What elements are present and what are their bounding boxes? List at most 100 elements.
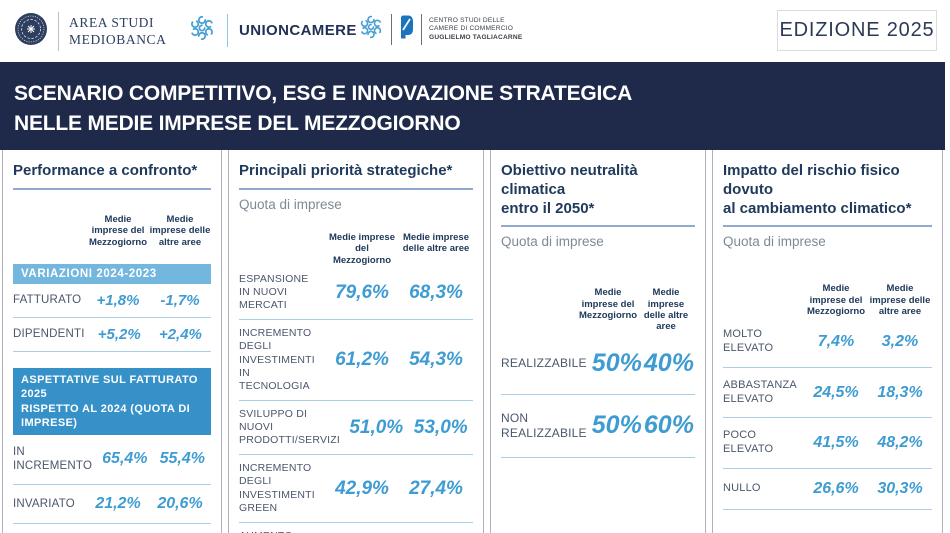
- variazioni-rows: FATTURATO +1,8% -1,7% DIPENDENTI +5,2% +…: [13, 284, 211, 352]
- panel-heading: Obiettivo neutralità climatica entro il …: [501, 162, 695, 218]
- unioncamere-logo: UNIONCAMERE: [188, 14, 357, 47]
- col-header-mezzogiorno: Medie imprese del Mezzogiorno: [806, 283, 866, 318]
- heading-line1: Impatto del rischio fisico dovuto: [723, 162, 900, 198]
- value-mezzogiorno: 41,5%: [813, 434, 859, 452]
- unioncamere-wordmark: UNIONCAMERE: [239, 22, 357, 39]
- table-row: SVILUPPO DI NUOVI PRODOTTI/SERVIZI 51,0%…: [239, 401, 473, 456]
- banner-line2: RISPETTO AL 2024 (QUOTA DI IMPRESE): [21, 402, 191, 429]
- row-label: ESPANSIONE IN NUOVI MERCATI: [239, 272, 309, 312]
- tagliacarne-wordmark: CENTRO STUDI DELLE CAMERE DI COMMERCIO G…: [429, 17, 522, 43]
- row-label: IN INCREMENTO: [13, 446, 93, 473]
- value-altre-aree: 40%: [643, 348, 694, 377]
- content-area: Performance a confronto* Medie imprese d…: [0, 150, 950, 533]
- heading-underline: [13, 187, 211, 190]
- column-headers: Medie imprese del Mezzogiorno Medie impr…: [501, 287, 695, 333]
- heading-line2: entro il 2050*: [501, 199, 595, 217]
- logo-divider: [421, 14, 422, 45]
- table-row: INCREMENTO DEGLI INVESTIMENTI GREEN 42,9…: [239, 455, 473, 523]
- value-mezzogiorno: 42,9%: [335, 477, 389, 499]
- banner-line1: ASPETTATIVE SUL FATTURATO 2025: [21, 373, 198, 401]
- value-altre-aree: 20,6%: [157, 494, 203, 512]
- tagliacarne-line2: CAMERE DI COMMERCIO: [429, 25, 514, 33]
- table-row: INCREMENTO DEGLI INVESTIMENTI IN TECNOLO…: [239, 320, 473, 401]
- table-row: MOLTO ELEVATO 7,4% 3,2%: [723, 317, 932, 368]
- table-row: FATTURATO +1,8% -1,7%: [13, 284, 211, 318]
- heading-underline: [723, 225, 932, 228]
- value-altre-aree: 30,3%: [877, 479, 923, 497]
- mediobanca-line1: AREA STUDI: [69, 14, 155, 30]
- title-band: SCENARIO COMPETITIVO, ESG E INNOVAZIONE …: [0, 62, 945, 150]
- value-mezzogiorno: +5,2%: [97, 325, 141, 343]
- col-header-mezzogiorno: Medie imprese del Mezzogiorno: [329, 231, 395, 266]
- value-mezzogiorno: 50%: [591, 411, 642, 440]
- logo-divider: [391, 14, 392, 45]
- mediobanca-emblem-icon: [14, 12, 48, 51]
- value-mezzogiorno: 50%: [591, 348, 642, 377]
- value-altre-aree: 60%: [643, 411, 694, 440]
- value-mezzogiorno: 51,0%: [349, 416, 404, 438]
- value-mezzogiorno: 61,2%: [335, 349, 389, 371]
- col-header-altre-aree: Medie imprese delle altre aree: [149, 213, 211, 248]
- value-altre-aree: 27,4%: [409, 477, 463, 499]
- row-label: NULLO: [723, 482, 761, 495]
- row-label: ABBASTANZA ELEVATO: [723, 378, 797, 405]
- value-mezzogiorno: 24,5%: [813, 383, 859, 401]
- row-label: SVILUPPO DI NUOVI PRODOTTI/SERVIZI: [239, 407, 341, 447]
- page-title-line1: SCENARIO COMPETITIVO, ESG E INNOVAZIONE …: [14, 82, 633, 105]
- value-altre-aree: 3,2%: [881, 333, 919, 351]
- panel-rischio: Impatto del rischio fisico dovuto al cam…: [712, 150, 943, 533]
- header: AREA STUDI MEDIOBANCA: [0, 0, 950, 62]
- mediobanca-line2: MEDIOBANCA: [69, 31, 167, 47]
- tagliacarne-logo: CENTRO STUDI DELLE CAMERE DI COMMERCIO G…: [358, 14, 522, 45]
- subtitle-quota: Quota di imprese: [723, 234, 826, 250]
- column-headers: Medie imprese del Mezzogiorno Medie impr…: [239, 232, 473, 266]
- table-row: REALIZZABILE 50% 40%: [501, 333, 695, 395]
- tagliacarne-line3: GUGLIELMO TAGLIACARNE: [429, 33, 523, 41]
- mediobanca-logo: AREA STUDI MEDIOBANCA: [14, 12, 167, 51]
- col-header-mezzogiorno: Medie imprese del Mezzogiorno: [579, 287, 638, 322]
- row-label: FATTURATO: [13, 294, 82, 307]
- value-mezzogiorno: +1,8%: [96, 291, 140, 309]
- aspettative-rows: IN INCREMENTO 65,4% 55,4% INVARIATO 21,2…: [13, 435, 211, 533]
- row-label: POCO ELEVATO: [723, 429, 774, 456]
- logo-divider: [227, 14, 228, 47]
- panel-heading: Performance a confronto*: [13, 162, 198, 179]
- heading-underline: [501, 225, 695, 228]
- value-mezzogiorno: 7,4%: [817, 333, 855, 351]
- table-row: NULLO 26,6% 30,3%: [723, 469, 932, 510]
- panel-performance: Performance a confronto* Medie imprese d…: [2, 150, 222, 533]
- table-row: ESPANSIONE IN NUOVI MERCATI 79,6% 68,3%: [239, 266, 473, 321]
- tagliacarne-mark-icon: [399, 14, 414, 45]
- value-altre-aree: +2,4%: [158, 325, 202, 343]
- tagliacarne-knot-icon: [358, 14, 384, 45]
- column-headers: Medie imprese del Mezzogiorno Medie impr…: [13, 214, 211, 248]
- row-label: AUMENTO DELLA PROPRIA DIMENSIONE: [239, 530, 325, 533]
- table-row: INVARIATO 21,2% 20,6%: [13, 485, 211, 524]
- value-altre-aree: 54,3%: [409, 349, 463, 371]
- table-row: POCO ELEVATO 41,5% 48,2%: [723, 418, 932, 469]
- heading-line2: al cambiamento climatico*: [723, 199, 912, 217]
- value-altre-aree: 48,2%: [877, 434, 923, 452]
- table-row: IN INCREMENTO 65,4% 55,4%: [13, 435, 211, 485]
- row-label: INCREMENTO DEGLI INVESTIMENTI IN TECNOLO…: [239, 327, 315, 392]
- heading-underline: [239, 187, 473, 190]
- col-header-altre-aree: Medie imprese delle altre aree: [643, 287, 689, 333]
- row-label: MOLTO ELEVATO: [723, 328, 774, 355]
- value-mezzogiorno: 26,6%: [813, 479, 859, 497]
- subtitle-quota: Quota di imprese: [239, 196, 342, 212]
- banner-aspettative: ASPETTATIVE SUL FATTURATO 2025 RISPETTO …: [13, 367, 211, 436]
- value-altre-aree: 68,3%: [409, 281, 463, 303]
- edition-badge: EDIZIONE 2025: [777, 10, 937, 51]
- row-label: NON REALIZZABILE: [501, 410, 587, 440]
- logo-divider: [58, 12, 59, 51]
- tagliacarne-line1: CENTRO STUDI DELLE: [429, 16, 505, 24]
- page-title-line2: NELLE MEDIE IMPRESE DEL MEZZOGIORNO: [14, 112, 461, 136]
- banner-variazioni: VARIAZIONI 2024-2023: [13, 263, 211, 284]
- row-label: INCREMENTO DEGLI INVESTIMENTI GREEN: [239, 462, 315, 514]
- panel-neutralita: Obiettivo neutralità climatica entro il …: [490, 150, 706, 533]
- value-mezzogiorno: 65,4%: [102, 450, 148, 468]
- panel-heading: Impatto del rischio fisico dovuto al cam…: [723, 162, 932, 218]
- value-altre-aree: 53,0%: [413, 416, 468, 438]
- table-row: DIPENDENTI +5,2% +2,4%: [13, 318, 211, 352]
